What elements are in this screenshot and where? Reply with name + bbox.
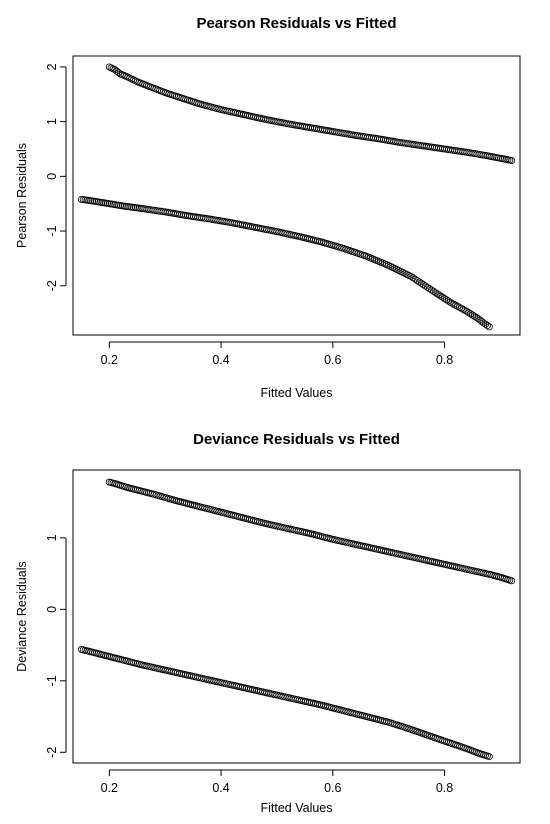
chart-1-x-axis-label: Fitted Values — [260, 386, 332, 400]
chart-1-series-2-point — [439, 293, 447, 301]
chart-2-y-tick-label: -2 — [45, 747, 59, 758]
chart-1-y-tick-label: 2 — [45, 63, 59, 70]
chart-1-series-2-point — [448, 299, 456, 307]
chart-2-series-2-point — [485, 753, 493, 761]
chart-2-y-axis-label: Deviance Residuals — [15, 561, 29, 671]
chart-2-x-axis-label: Fitted Values — [260, 801, 332, 815]
chart-1-y-tick-label: -2 — [45, 280, 59, 291]
chart-1-series-2-point — [472, 313, 480, 321]
chart-1-series-2-point — [450, 300, 458, 308]
chart-1-series-2-point — [459, 305, 467, 313]
chart-2-x-tick-label: 0.6 — [324, 781, 341, 795]
chart-1-series-2-point — [480, 319, 488, 327]
chart-1-series-2-point — [469, 311, 477, 319]
chart-2-x-tick-label: 0.8 — [436, 781, 453, 795]
chart-1-series-2-point — [442, 296, 450, 304]
chart-1-series-2-point — [463, 307, 471, 315]
chart-1-y-axis-label: Pearson Residuals — [15, 143, 29, 248]
chart-1-series-2-point — [435, 291, 443, 299]
chart-1-series-2-point — [482, 320, 490, 328]
chart-2-series-1-point — [508, 577, 516, 585]
chart-1-series-2-point — [455, 303, 463, 311]
chart-1-series-1-point — [508, 156, 516, 164]
chart-1-title: Pearson Residuals vs Fitted — [196, 15, 396, 32]
chart-2-y-tick-label: 1 — [45, 534, 59, 541]
chart-1-series-2-point — [485, 323, 493, 331]
chart-1-series-2-point — [431, 288, 439, 296]
chart-1-y-tick-label: -1 — [45, 225, 59, 236]
chart-1-series-1-point — [115, 69, 123, 77]
chart-1-x-tick-label: 0.2 — [101, 353, 118, 367]
chart-1-series-2-point — [461, 306, 469, 314]
chart-1-series-2-point — [452, 301, 460, 309]
chart-1-series-2-point — [454, 302, 462, 310]
chart-1-series-2-point — [433, 290, 441, 298]
chart-1-y-tick-label: 1 — [45, 118, 59, 125]
chart-2-y-tick-label: 0 — [45, 606, 59, 613]
chart-2-plot-frame — [72, 469, 521, 764]
chart-1-series-2-point — [465, 309, 473, 317]
chart-2-title: Deviance Residuals vs Fitted — [193, 431, 400, 448]
chart-2-y-tick-label: -1 — [45, 675, 59, 686]
chart-2-x-tick-label: 0.4 — [212, 781, 229, 795]
chart-1-series-2-point — [437, 292, 445, 300]
chart-1-y-tick-label: 0 — [45, 173, 59, 180]
chart-1-x-tick-label: 0.8 — [436, 353, 453, 367]
chart-1-plot-frame — [72, 55, 521, 336]
chart-1-series-2-point — [457, 304, 465, 312]
chart-1-series-2-point — [444, 297, 452, 305]
chart-1-series-2-point — [429, 287, 437, 295]
chart-1-series-2-point — [427, 286, 435, 294]
chart-1-series-2-point — [483, 322, 491, 330]
chart-1-x-tick-label: 0.6 — [324, 353, 341, 367]
chart-1-series-2-point — [467, 310, 475, 318]
chart-1-series-2-point — [446, 298, 454, 306]
chart-1-series-2-point — [470, 312, 478, 320]
chart-1-series-2-point — [441, 295, 449, 303]
chart-2-x-tick-label: 0.2 — [101, 781, 118, 795]
chart-1-x-tick-label: 0.4 — [212, 353, 229, 367]
